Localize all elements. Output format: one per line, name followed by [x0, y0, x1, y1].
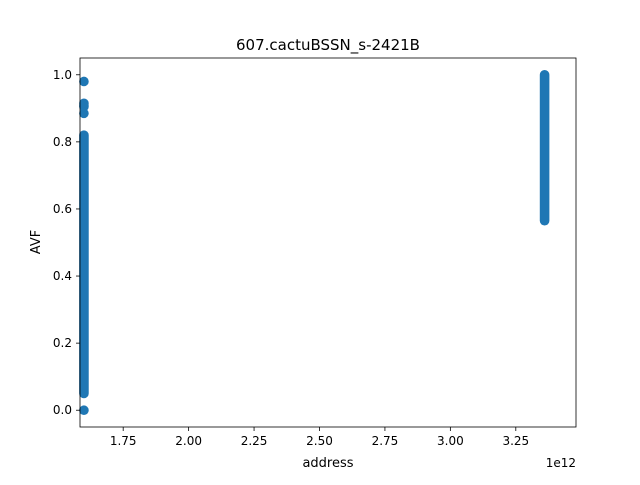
data-point-cluster-1 [539, 69, 550, 226]
y-tick-label: 0.2 [53, 336, 72, 350]
data-point [79, 76, 89, 87]
x-axis-label: address [302, 456, 353, 471]
x-tick-label: 3.00 [437, 434, 464, 448]
x-tick-label: 2.25 [241, 434, 268, 448]
data-point-cluster-0 [79, 130, 89, 399]
y-tick-label: 0.4 [53, 269, 72, 283]
x-tick-label: 2.75 [372, 434, 399, 448]
x-tick-label: 2.50 [306, 434, 333, 448]
points-layer [79, 69, 550, 416]
x-axis: 1.75 2.00 2.25 2.50 2.75 3.00 3.25 [110, 427, 529, 448]
y-tick-label: 1.0 [53, 68, 72, 82]
x-axis-offset-label: 1e12 [546, 456, 576, 470]
data-point [79, 108, 89, 119]
data-point [79, 405, 89, 416]
plot-frame [79, 57, 577, 428]
x-tick-label: 1.75 [110, 434, 137, 448]
y-tick-label: 0.8 [53, 135, 72, 149]
chart-title: 607.cactuBSSN_s-2421B [236, 36, 420, 55]
data-point [79, 98, 89, 109]
y-axis: 0.0 0.2 0.4 0.6 0.8 1.0 [53, 68, 80, 417]
x-tick-label: 2.00 [175, 434, 202, 448]
y-tick-label: 0.0 [53, 403, 72, 417]
y-axis-label: AVF [29, 230, 44, 254]
x-tick-label: 3.25 [502, 434, 529, 448]
y-tick-label: 0.6 [53, 202, 72, 216]
